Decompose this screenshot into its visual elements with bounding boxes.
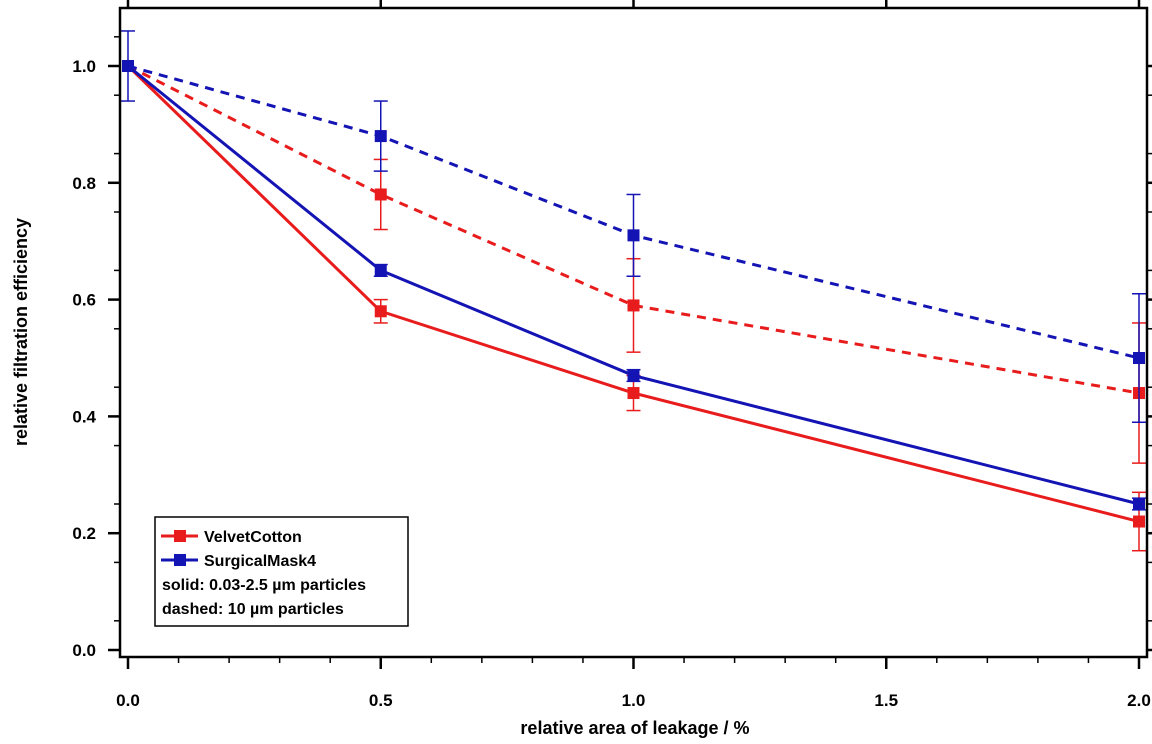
- series-3: [122, 60, 1146, 423]
- series-layer: [121, 30, 1146, 552]
- y-tick-label: 1.0: [72, 57, 96, 76]
- data-point: [1133, 498, 1145, 510]
- data-point: [627, 369, 640, 382]
- series-2: [122, 60, 1146, 464]
- x-tick-label: 0.0: [116, 691, 140, 710]
- series-line: [127, 64, 1140, 360]
- y-tick-label: 0.4: [72, 407, 96, 426]
- legend-marker-velvetcotton: [174, 530, 186, 542]
- ticks-layer: [108, 0, 1152, 669]
- x-tick-label: 1.0: [622, 691, 646, 710]
- x-tick-label: 1.5: [874, 691, 898, 710]
- legend-note-dashed: dashed: 10 µm particles: [162, 601, 344, 618]
- tick-labels: 0.0 0.5 1.0 1.5 2.0 0.0 0.2 0.4 0.6 0.8 1.0: [72, 57, 1150, 710]
- data-point: [627, 387, 640, 400]
- legend-note-solid: solid: 0.03-2.5 µm particles: [162, 577, 366, 594]
- legend-label-velvetcotton: VelvetCotton: [204, 529, 302, 546]
- data-point: [374, 264, 387, 277]
- data-point: [374, 130, 387, 143]
- data-point: [374, 305, 387, 318]
- series-line: [127, 64, 1140, 395]
- data-point: [627, 299, 640, 312]
- data-point: [122, 60, 134, 72]
- y-tick-label: 0.2: [72, 524, 96, 543]
- legend: VelvetCotton SurgicalMask4 solid: 0.03-2…: [154, 516, 409, 627]
- data-point: [1133, 515, 1145, 528]
- data-point: [627, 229, 640, 242]
- y-tick-label: 0.6: [72, 291, 96, 310]
- data-point: [1133, 352, 1145, 364]
- series-1: [121, 30, 1146, 511]
- data-point: [374, 188, 387, 201]
- series-line: [127, 64, 1140, 506]
- legend-label-surgicalmask4: SurgicalMask4: [204, 553, 316, 570]
- y-axis-title: relative filtration efficiency: [11, 218, 31, 446]
- series-line: [126, 64, 1140, 523]
- x-tick-label: 0.5: [369, 691, 393, 710]
- x-tick-label: 2.0: [1127, 691, 1151, 710]
- y-tick-label: 0.8: [72, 174, 96, 193]
- x-axis-title: relative area of leakage / %: [520, 718, 749, 738]
- legend-marker-surgicalmask4: [174, 554, 186, 566]
- y-tick-label: 0.0: [72, 641, 96, 660]
